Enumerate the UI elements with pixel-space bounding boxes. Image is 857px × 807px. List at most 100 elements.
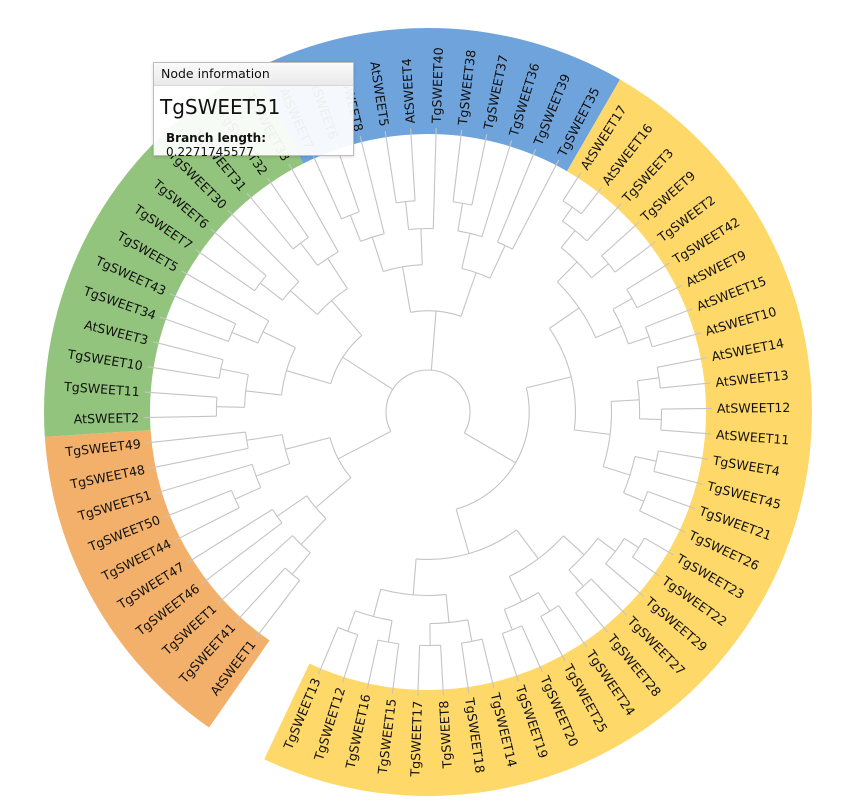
branch-line — [558, 605, 588, 648]
branch-line — [259, 282, 283, 301]
branch-line — [628, 336, 650, 345]
leaf-label[interactable]: AtSWEET2 — [74, 410, 140, 426]
branch-line — [366, 639, 379, 690]
branch-arc — [416, 529, 517, 560]
branch-line — [187, 508, 273, 564]
branch-line — [145, 431, 246, 444]
branch-line — [276, 495, 307, 517]
branch-arc — [329, 437, 352, 479]
branch-arc — [317, 251, 339, 266]
branch-line — [144, 391, 217, 398]
branch-line — [311, 152, 343, 220]
tooltip-header: Node information — [154, 63, 353, 86]
branch-line — [201, 522, 283, 585]
branch-arc — [282, 281, 300, 301]
branch-line — [387, 620, 393, 643]
branch-line — [342, 356, 393, 390]
branch-arc — [509, 535, 564, 577]
branch-line — [300, 242, 318, 266]
branch-arc — [605, 538, 625, 565]
branch-line — [246, 434, 283, 441]
branch-arc — [562, 200, 582, 215]
branch-line — [660, 382, 711, 389]
branch-arc — [456, 387, 530, 510]
branch-line — [481, 639, 495, 689]
branch-arc — [272, 509, 283, 524]
branch-arc — [497, 241, 513, 250]
branch-arc — [360, 233, 385, 242]
branch-line — [661, 407, 712, 410]
branch-arc — [601, 255, 616, 273]
branch-line — [318, 627, 339, 675]
branch-line — [503, 609, 513, 631]
branch-arc — [257, 320, 270, 344]
branch-arc — [556, 281, 597, 338]
leaf-label[interactable]: TgSWEET8 — [436, 700, 455, 769]
leaf-label[interactable]: AtSWEET11 — [716, 427, 790, 448]
branch-line — [315, 477, 352, 509]
branch-line — [155, 463, 253, 494]
branch-line — [149, 447, 249, 469]
branch-line — [639, 510, 686, 533]
branch-line — [455, 509, 470, 554]
branch-line — [420, 228, 423, 265]
branch-line — [563, 535, 585, 556]
branch-length-label: Branch length: — [166, 131, 267, 145]
leaf-label[interactable]: AtSWEET13 — [715, 367, 790, 389]
branch-line — [586, 203, 622, 242]
leaf-label[interactable]: AtSWEET12 — [717, 400, 791, 416]
branch-line — [210, 228, 267, 277]
branch-line — [562, 172, 582, 202]
leaf-label[interactable]: TgSWEET11 — [63, 379, 141, 399]
branch-line — [591, 263, 609, 279]
branch-line — [432, 128, 437, 229]
branch-line — [288, 164, 339, 253]
branch-arc — [244, 374, 249, 408]
branch-line — [384, 131, 397, 203]
branch-arc — [602, 401, 613, 467]
branch-line — [560, 230, 576, 248]
branch-line — [430, 311, 437, 371]
branch-line — [464, 432, 516, 464]
branch-arc — [280, 347, 296, 396]
branch-line — [575, 592, 608, 633]
branch-line — [181, 270, 270, 322]
branch-arc — [410, 310, 462, 317]
branch-line — [580, 187, 603, 215]
branch-line — [658, 450, 709, 460]
leaf-label[interactable]: TgSWEET40 — [429, 47, 446, 124]
leaf-label[interactable]: TgSWEET17 — [407, 701, 425, 778]
branch-line — [169, 293, 236, 325]
branch-line — [471, 134, 488, 206]
branch-line — [245, 390, 282, 396]
branch-arc — [385, 369, 471, 434]
branch-arc — [230, 490, 240, 508]
branch-line — [412, 558, 417, 595]
branch-line — [645, 308, 693, 328]
branch-arc — [341, 211, 360, 220]
branch-line — [614, 241, 656, 273]
branch-line — [574, 429, 611, 435]
node-information-tooltip: Node information TgSWEET51 Branch length… — [153, 62, 354, 159]
branch-line — [216, 406, 245, 408]
branch-line — [144, 415, 217, 419]
branch-line — [341, 634, 359, 683]
branch-line — [556, 261, 578, 283]
branch-length-value: 0.2271745577 — [166, 145, 254, 159]
branch-line — [653, 470, 703, 485]
branch-line — [401, 266, 412, 313]
branch-line — [289, 290, 318, 315]
branch-arc — [540, 605, 559, 617]
leaf-label[interactable]: AtSWEET4 — [399, 58, 418, 124]
branch-arc — [645, 326, 653, 348]
branch-line — [359, 136, 385, 234]
branch-line — [331, 300, 363, 336]
branch-line — [549, 307, 580, 329]
branch-line — [217, 535, 293, 604]
branch-line — [537, 592, 551, 612]
branch-line — [235, 567, 286, 622]
branch-arc — [639, 491, 649, 512]
branch-line — [445, 594, 450, 623]
branch-arc — [660, 409, 663, 431]
branch-line — [372, 589, 382, 617]
